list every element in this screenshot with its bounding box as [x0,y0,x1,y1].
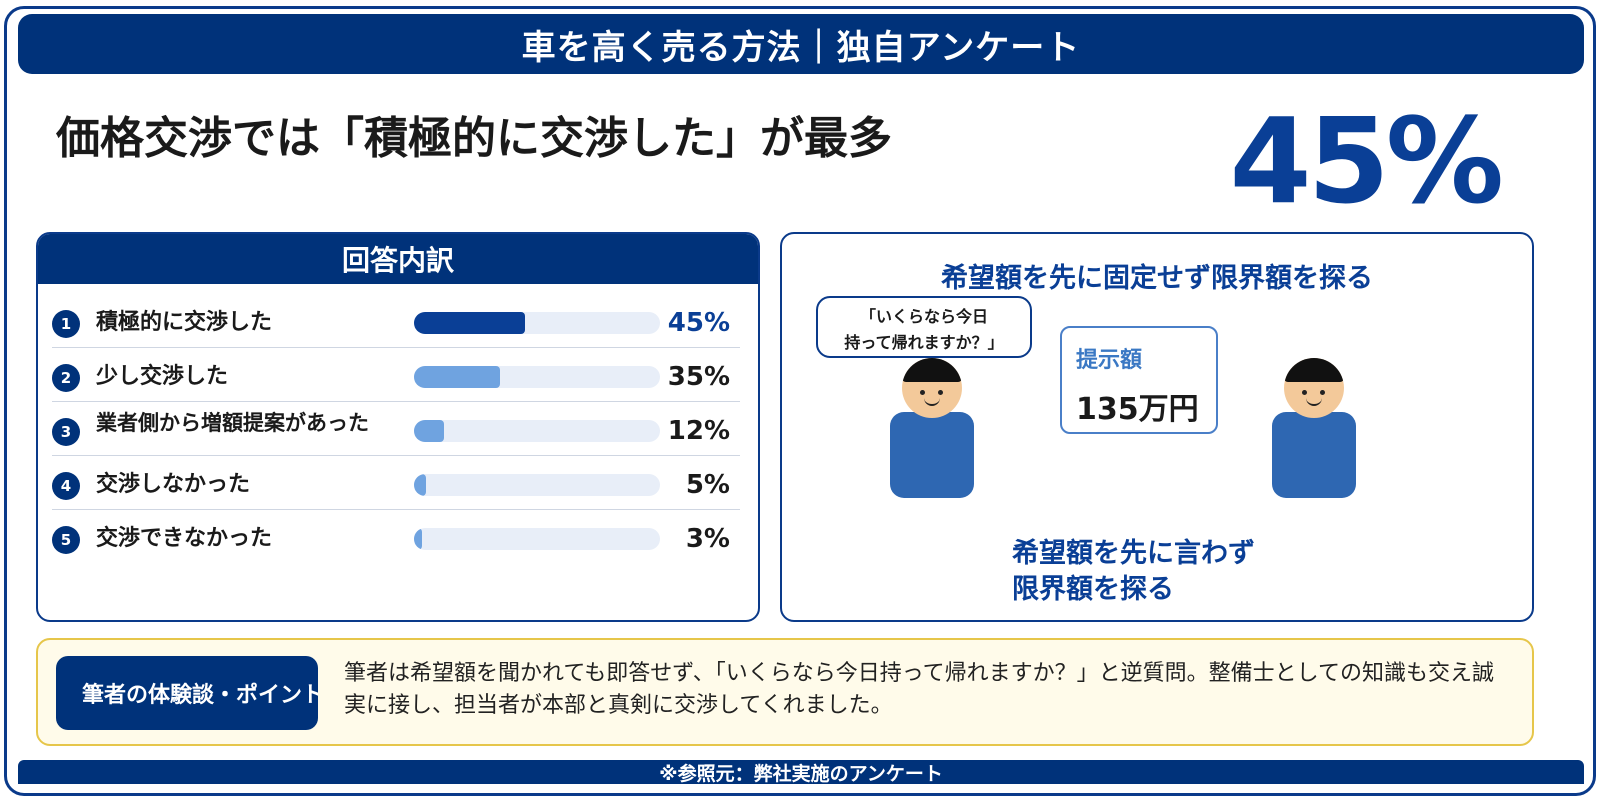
caption-line-1: 希望額を先に言わず [1012,538,1255,569]
answer-percent: 5% [685,470,730,500]
scenario-caption: 希望額を先に言わず 限界額を探る [1012,536,1255,608]
speech-line-2: 持って帰れますか？」 [844,333,1004,352]
caption-line-2: 限界額を探る [1012,574,1174,605]
scenario-panel: 希望額を先に固定せず限界額を探る 「いくらなら今日 持って帰れますか？」 提示額… [780,232,1534,622]
offer-card: 提示額 135万円 [1060,326,1218,434]
rank-badge: 2 [52,364,80,392]
person-head [1284,358,1344,418]
highlight-stat: 45% [1229,92,1504,230]
bar-fill [414,312,525,334]
bar-fill [414,528,422,550]
offer-value: 135万円 [1076,392,1199,427]
person-head [902,358,962,418]
author-note: 筆者の体験談・ポイント 筆者は希望額を聞かれても即答せず、「いくらなら今日持って… [36,638,1534,746]
rank-badge: 5 [52,526,80,554]
person-body [890,412,974,498]
answer-label: 業者側から増額提案があった [96,411,369,435]
page-title-banner: 車を高く売る方法｜独自アンケート [18,14,1584,74]
speech-bubble: 「いくらなら今日 持って帰れますか？」 [816,296,1032,358]
headline: 価格交渉では「積極的に交渉した」が最多 [56,113,892,164]
bar-track [414,420,660,442]
breakdown-row: 3 業者側から増額提案があった 12% [52,402,740,456]
note-text: 筆者は希望額を聞かれても即答せず、「いくらなら今日持って帰れますか？」と逆質問。… [344,661,1494,718]
rank-badge: 1 [52,310,80,338]
answer-percent: 3% [685,524,730,554]
scenario-title: 希望額を先に固定せず限界額を探る [941,263,1373,294]
customer-person-icon [890,358,974,498]
breakdown-panel: 回答内訳 1 積極的に交渉した 45% 2 少し交渉した 35% 3 業者側から… [36,232,760,622]
breakdown-row: 5 交渉できなかった 3% [52,510,740,564]
dealer-person-icon [1272,358,1356,498]
breakdown-list: 1 積極的に交渉した 45% 2 少し交渉した 35% 3 業者側から増額提案が… [38,284,758,564]
offer-label: 提示額 [1076,348,1143,373]
rank-badge: 3 [52,418,80,446]
answer-label: 少し交渉した [96,364,229,389]
infographic-frame [4,6,1596,796]
answer-label: 交渉できなかった [96,526,273,551]
breakdown-row: 1 積極的に交渉した 45% [52,294,740,348]
breakdown-title: 回答内訳 [38,234,758,284]
speech-line-1: 「いくらなら今日 [859,307,988,326]
bar-track [414,366,660,388]
bar-fill [414,474,427,496]
answer-percent: 12% [667,416,730,446]
person-body [1272,412,1356,498]
answer-label: 交渉しなかった [96,472,251,497]
answer-percent: 45% [667,308,730,338]
bar-fill [414,366,501,388]
breakdown-row: 2 少し交渉した 35% [52,348,740,402]
bar-track [414,528,660,550]
bar-fill [414,420,444,442]
source-footer: ※参照元：弊社実施のアンケート [18,760,1584,785]
note-tag: 筆者の体験談・ポイント [56,656,318,730]
breakdown-row: 4 交渉しなかった 5% [52,456,740,510]
answer-label: 積極的に交渉した [96,310,273,335]
bar-track [414,474,660,496]
bar-track [414,312,660,334]
rank-badge: 4 [52,472,80,500]
answer-percent: 35% [667,362,730,392]
